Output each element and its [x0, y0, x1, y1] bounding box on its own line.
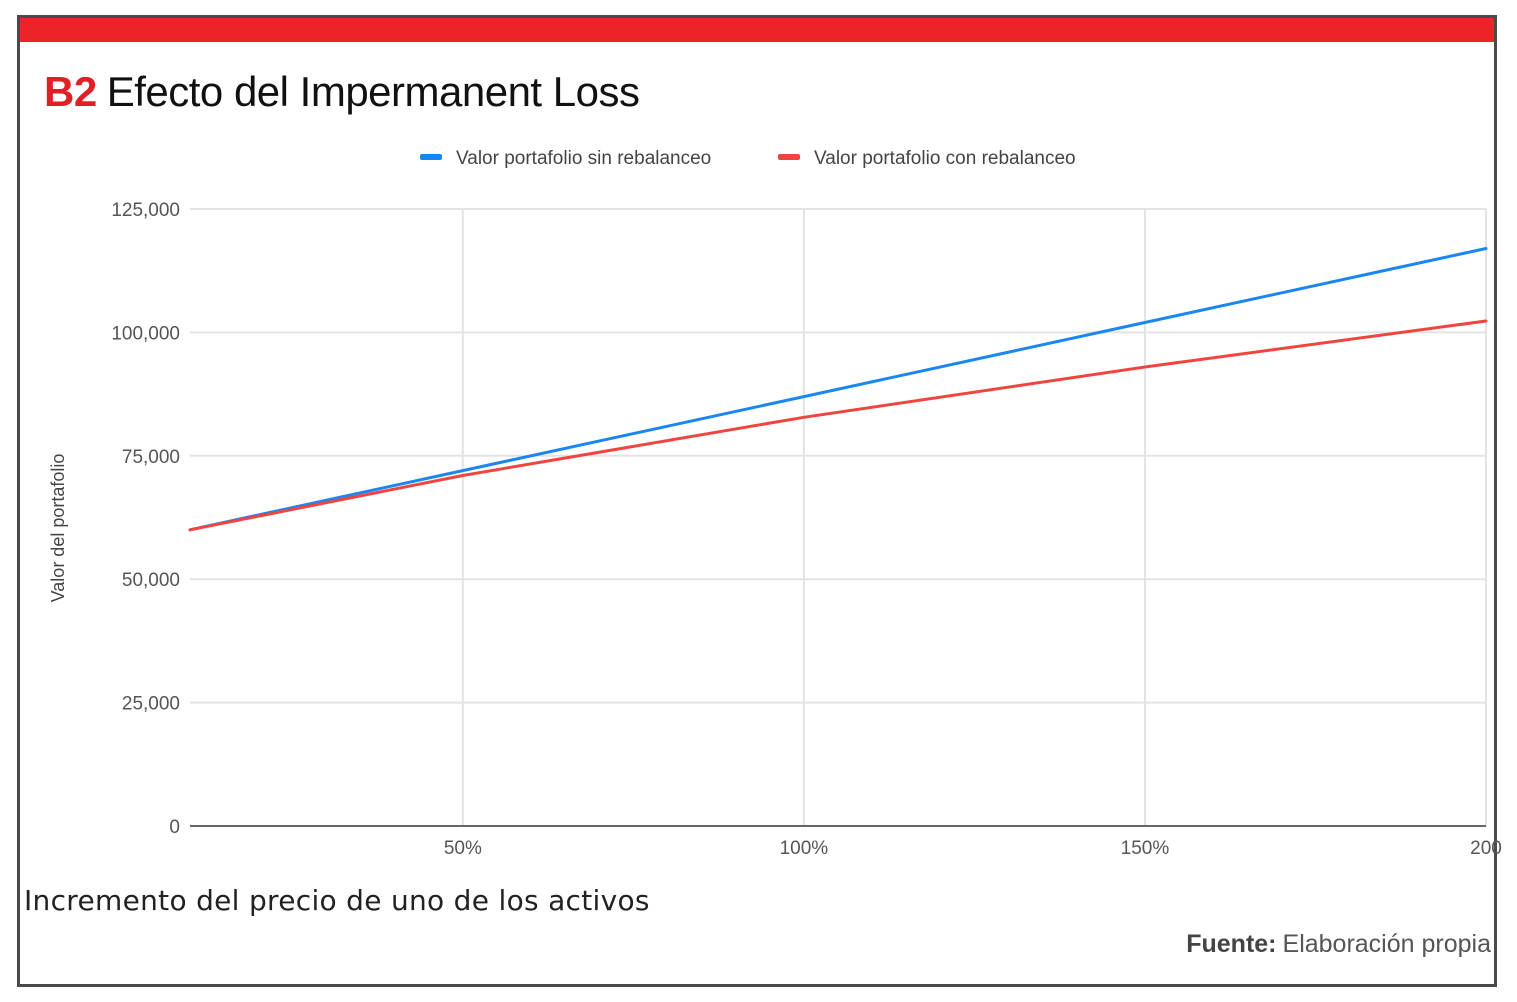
gridlines [190, 208, 1487, 826]
y-tick-label: 50,000 [122, 570, 180, 591]
y-tick-label: 25,000 [122, 694, 180, 715]
legend-label: Valor portafolio sin rebalanceo [456, 148, 711, 169]
x-tick-label: 150% [1121, 838, 1170, 859]
x-tick-label: 100% [780, 838, 829, 859]
y-axis-label: Valor del portafolio [48, 454, 68, 603]
source-label: Fuente: [1186, 930, 1277, 958]
y-tick-label: 100,000 [111, 323, 180, 344]
accent-bar [20, 18, 1494, 42]
x-tick-label: 200 [1470, 838, 1502, 859]
legend-label: Valor portafolio con rebalanceo [814, 148, 1076, 169]
legend: Valor portafolio sin rebalanceo Valor por… [420, 148, 1076, 169]
source-text: Elaboración propia [1282, 930, 1491, 958]
y-tick-label: 0 [169, 817, 180, 838]
figure-title-text: Efecto del Impermanent Loss [106, 68, 640, 115]
y-tick-label: 125,000 [111, 200, 180, 221]
figure-title: B2 Efecto del Impermanent Loss [44, 68, 640, 116]
y-tick-label: 75,000 [122, 447, 180, 468]
x-tick-label: 50% [444, 838, 482, 859]
series-line [188, 247, 1488, 532]
series-lines [188, 247, 1488, 532]
legend-swatch [778, 154, 800, 160]
axes: 0 25,000 50,000 75,000 100,000 125,000 50% 100%… [111, 200, 1502, 859]
figure-code: B2 [44, 68, 97, 115]
legend-swatch [420, 154, 442, 160]
series-line [188, 319, 1488, 532]
source-note: Fuente: Elaboración propia [1186, 930, 1491, 959]
x-axis-caption: Incremento del precio de uno de los acti… [24, 884, 650, 917]
